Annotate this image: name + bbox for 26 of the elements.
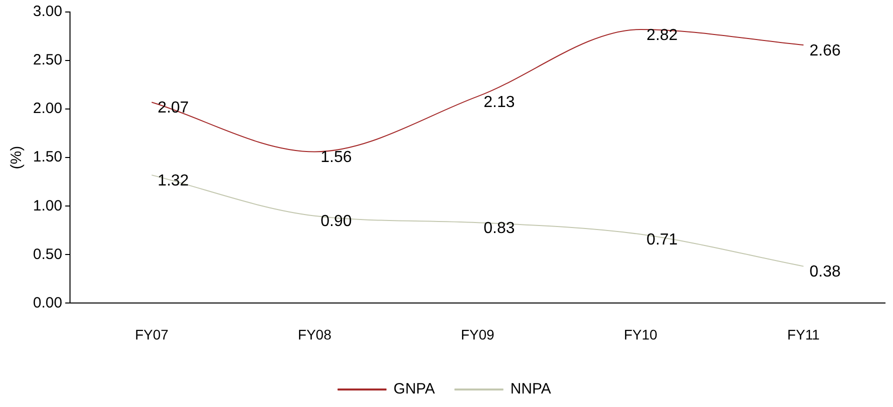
y-tick-label: 1.50 bbox=[32, 148, 62, 166]
x-tick-label: FY08 bbox=[298, 326, 332, 342]
data-label: 0.83 bbox=[484, 220, 515, 238]
y-tick-label: 2.50 bbox=[32, 52, 62, 69]
legend-label: GNPA bbox=[394, 380, 435, 398]
y-axis-title: (%) bbox=[8, 146, 26, 170]
data-label: 1.56 bbox=[320, 149, 352, 166]
line-series bbox=[151, 28, 804, 152]
y-tick-label: 3.00 bbox=[32, 3, 62, 20]
x-tick-label: FY09 bbox=[460, 326, 495, 342]
line-series bbox=[151, 174, 804, 267]
data-label: 2.66 bbox=[810, 42, 841, 60]
data-label: 0.90 bbox=[320, 213, 352, 230]
legend-label: NNPA bbox=[510, 380, 551, 398]
data-label: 0.71 bbox=[646, 232, 678, 249]
y-tick-label: 0.00 bbox=[32, 294, 62, 312]
data-label: 2.13 bbox=[484, 94, 515, 111]
x-tick-label: FY07 bbox=[134, 326, 169, 342]
data-label: 2.82 bbox=[646, 26, 678, 44]
data-label: 1.32 bbox=[158, 172, 189, 190]
x-tick-label: FY11 bbox=[787, 326, 820, 342]
y-tick-label: 0.50 bbox=[32, 246, 62, 263]
x-tick-label: FY10 bbox=[624, 326, 658, 342]
y-tick-label: 1.00 bbox=[32, 197, 62, 214]
data-label: 0.38 bbox=[810, 264, 841, 281]
y-tick-label: 2.00 bbox=[32, 100, 62, 118]
